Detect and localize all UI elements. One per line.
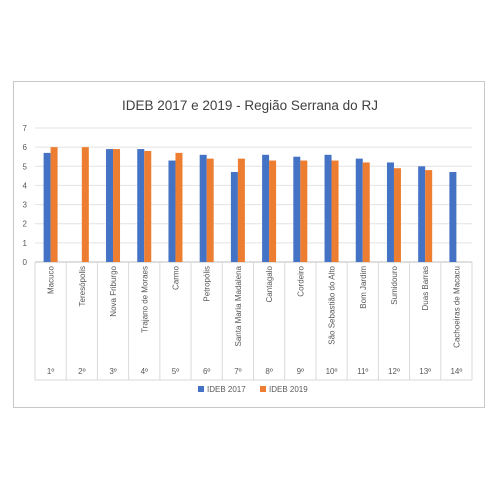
bar xyxy=(386,162,394,262)
y-tick-label: 4 xyxy=(23,181,28,190)
bar xyxy=(199,154,207,262)
category-label: Bom Jardim xyxy=(359,266,368,309)
bar xyxy=(300,160,308,262)
y-tick-label: 1 xyxy=(23,239,28,248)
bar xyxy=(293,156,301,262)
y-tick-label: 0 xyxy=(23,258,28,267)
rank-label: 7º xyxy=(234,367,241,376)
bars xyxy=(43,147,457,262)
x-axis: Macuco Teresópolis Nova Friburgo Trajano de… xyxy=(47,265,462,347)
category-label: Carmo xyxy=(171,265,180,290)
chart-title: IDEB 2017 e 2019 - Região Serrana do RJ xyxy=(122,98,378,113)
chart-frame xyxy=(13,81,485,408)
category-label: Macuco xyxy=(47,265,56,294)
legend-swatch xyxy=(198,386,204,392)
rank-label: 2º xyxy=(78,367,85,376)
rank-table: 1º 2º 3º 4º 5º 6º 7º 8º 9º 10º 11º 12º 13º 14º xyxy=(34,262,473,381)
bar xyxy=(269,160,277,262)
bar xyxy=(175,152,183,262)
bar xyxy=(168,160,176,262)
rank-label: 10º xyxy=(326,367,338,376)
bar xyxy=(137,149,145,262)
rank-label: 13º xyxy=(419,367,431,376)
bar xyxy=(144,150,152,262)
rank-label: 3º xyxy=(109,367,116,376)
category-label: Cantagalo xyxy=(265,265,274,302)
category-label: Teresópolis xyxy=(78,266,87,306)
bar xyxy=(113,149,121,262)
rank-label: 6º xyxy=(203,367,210,376)
category-label: Trajano de Moraes xyxy=(140,266,149,333)
bar xyxy=(50,147,58,262)
rank-label: 9º xyxy=(297,367,304,376)
bar xyxy=(43,152,51,262)
category-label: Cordeiro xyxy=(296,265,305,296)
bar xyxy=(206,158,214,262)
bar xyxy=(324,154,332,262)
bar xyxy=(393,168,401,262)
category-label: Santa Maria Madalena xyxy=(234,265,243,346)
rank-label: 5º xyxy=(172,367,179,376)
y-tick-label: 7 xyxy=(23,124,28,133)
category-label: Duas Barras xyxy=(421,266,430,310)
legend-label: IDEB 2017 xyxy=(207,385,246,394)
y-tick-label: 5 xyxy=(23,162,28,171)
bar xyxy=(362,162,370,262)
bar xyxy=(449,172,457,262)
bar xyxy=(230,172,238,262)
bar xyxy=(237,158,245,262)
y-axis: 0 1 2 3 4 5 6 7 xyxy=(23,124,28,267)
bar xyxy=(106,149,114,262)
rank-label: 11º xyxy=(357,367,368,376)
bar xyxy=(418,166,426,262)
category-label: Nova Friburgo xyxy=(109,265,118,316)
legend-swatch xyxy=(260,386,266,392)
category-label: São Sebastião do Alto xyxy=(328,265,337,344)
legend: IDEB 2017 IDEB 2019 xyxy=(198,385,308,394)
bar xyxy=(425,170,433,262)
bar xyxy=(355,158,363,262)
rank-label: 8º xyxy=(265,367,272,376)
bar xyxy=(81,147,89,262)
rank-label: 14º xyxy=(450,367,462,376)
rank-label: 4º xyxy=(141,367,148,376)
y-tick-label: 3 xyxy=(23,201,28,210)
rank-label: 12º xyxy=(388,367,400,376)
grid xyxy=(35,127,472,263)
y-tick-label: 2 xyxy=(23,220,28,229)
legend-label: IDEB 2019 xyxy=(269,385,308,394)
rank-label: 1º xyxy=(47,367,54,376)
bar xyxy=(331,160,339,262)
category-label: Petropólis xyxy=(203,266,212,302)
y-tick-label: 6 xyxy=(23,143,28,152)
category-label: Cachoeiras de Macacu xyxy=(452,266,461,348)
bar xyxy=(262,154,270,262)
category-label: Sumidouro xyxy=(390,265,399,304)
